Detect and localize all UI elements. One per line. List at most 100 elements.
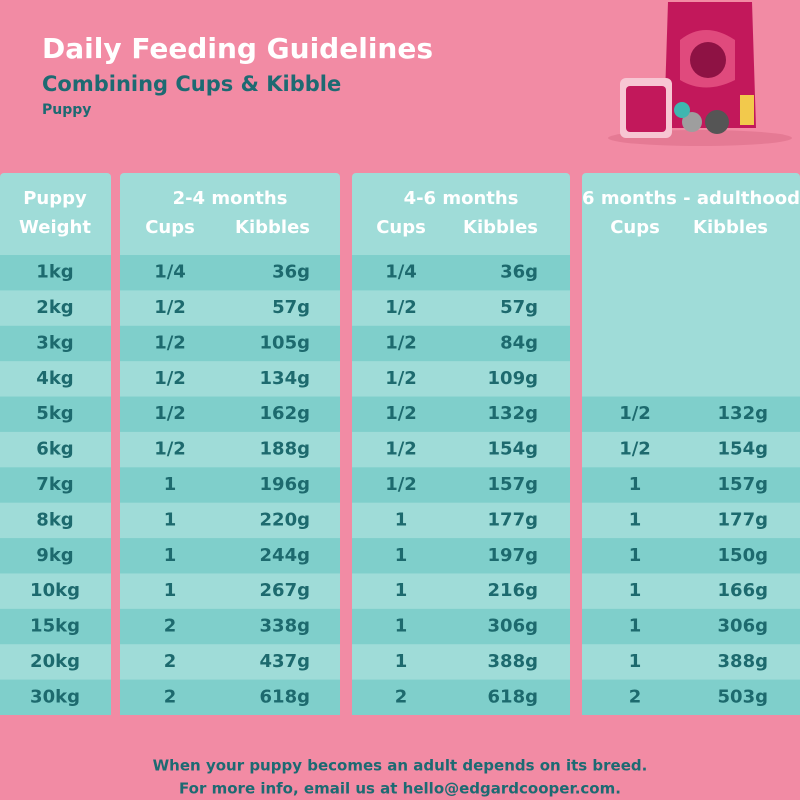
- cups-cell: 1: [395, 616, 408, 637]
- weight-cell: 4kg: [36, 368, 73, 389]
- cups-cell: 1: [629, 545, 642, 566]
- kibbles-cell: 157g: [718, 474, 768, 495]
- row-stripe: [0, 255, 111, 291]
- kibbles-cell: 338g: [260, 616, 310, 637]
- kibbles-cell: 36g: [272, 262, 310, 283]
- cups-cell: 1/4: [385, 262, 417, 283]
- cups-cell: 1: [164, 474, 177, 495]
- kibbles-cell: 166g: [718, 580, 768, 601]
- weight-cell: 30kg: [30, 686, 80, 707]
- row-stripe: [352, 467, 570, 503]
- kibbles-cell: 162g: [260, 403, 310, 424]
- row-stripe: [120, 679, 340, 715]
- row-stripe: [0, 325, 111, 362]
- footer-line: When your puppy becomes an adult depends…: [153, 757, 648, 775]
- row-stripe: [0, 538, 111, 574]
- kibbles-cell: 36g: [500, 262, 538, 283]
- kibbles-cell: 196g: [260, 474, 310, 495]
- weight-cell: 6kg: [36, 439, 73, 460]
- group-header: 4-6 months: [404, 188, 519, 209]
- kibbles-cell: 306g: [488, 616, 538, 637]
- cups-cell: 2: [164, 651, 177, 672]
- cups-cell: 1/2: [385, 439, 417, 460]
- cups-cell: 1/2: [619, 403, 651, 424]
- kibbles-cell: 132g: [718, 403, 768, 424]
- kibbles-cell: 216g: [488, 580, 538, 601]
- cups-cell: 1: [629, 580, 642, 601]
- cups-cell: 1/2: [385, 474, 417, 495]
- cups-cell: 1: [164, 509, 177, 530]
- row-stripe: [352, 538, 570, 574]
- title: Daily Feeding Guidelines: [42, 32, 433, 65]
- kibbles-cell: 177g: [718, 509, 768, 530]
- weight-cell: 8kg: [36, 509, 73, 530]
- cups-cell: 1: [164, 580, 177, 601]
- row-stripe: [582, 608, 800, 645]
- cups-cell: 1: [395, 545, 408, 566]
- row-stripe: [0, 467, 111, 503]
- cups-cell: 1: [164, 545, 177, 566]
- kibbles-cell: 437g: [260, 651, 310, 672]
- weight-cell: 10kg: [30, 580, 80, 601]
- cups-cell: 1/2: [154, 403, 186, 424]
- kibbles-cell: 157g: [488, 474, 538, 495]
- cups-cell: 1/2: [385, 368, 417, 389]
- kibbles-cell: 154g: [488, 439, 538, 460]
- kibbles-cell: 197g: [488, 545, 538, 566]
- row-stripe: [120, 538, 340, 574]
- column-header: Puppy: [23, 188, 87, 209]
- weight-cell: 9kg: [36, 545, 73, 566]
- kibbles-cell: 244g: [260, 545, 310, 566]
- kibbles-cell: 132g: [488, 403, 538, 424]
- kibbles-cell: 618g: [260, 686, 310, 707]
- weight-cell: 15kg: [30, 616, 80, 637]
- kibbles-cell: 57g: [272, 297, 310, 318]
- column-header: Weight: [19, 217, 91, 238]
- column-header: Cups: [610, 217, 660, 238]
- cups-cell: 1: [629, 509, 642, 530]
- group-header: 6 months - adulthood: [582, 188, 800, 209]
- panel: [352, 173, 570, 715]
- column-header: Cups: [376, 217, 426, 238]
- row-stripe: [352, 396, 570, 432]
- product-image: [608, 2, 792, 146]
- cups-cell: 1/2: [154, 332, 186, 353]
- cups-cell: 1: [629, 616, 642, 637]
- cups-cell: 1: [395, 651, 408, 672]
- row-stripe: [352, 325, 570, 362]
- column-header: Cups: [145, 217, 195, 238]
- cups-cell: 2: [164, 616, 177, 637]
- column-header: Kibbles: [693, 217, 768, 238]
- group-header: 2-4 months: [173, 188, 288, 209]
- row-stripe: [582, 679, 800, 715]
- cups-cell: 1/2: [385, 297, 417, 318]
- row-stripe: [352, 255, 570, 291]
- row-stripe: [120, 396, 340, 432]
- kibbles-cell: 150g: [718, 545, 768, 566]
- row-stripe: [120, 325, 340, 362]
- panel: [0, 173, 111, 715]
- row-stripe: [120, 255, 340, 291]
- row-stripe: [120, 608, 340, 645]
- cups-cell: 1: [395, 509, 408, 530]
- kibbles-cell: 618g: [488, 686, 538, 707]
- cups-cell: 1/2: [385, 332, 417, 353]
- row-stripe: [582, 467, 800, 503]
- row-stripe: [582, 396, 800, 432]
- panel: [120, 173, 340, 715]
- category: Puppy: [42, 102, 91, 118]
- column-header: Kibbles: [235, 217, 310, 238]
- footer-line: For more info, email us at hello@edgardc…: [179, 780, 621, 798]
- column-header: Kibbles: [463, 217, 538, 238]
- subtitle: Combining Cups & Kibble: [42, 72, 341, 96]
- kibbles-cell: 134g: [260, 368, 310, 389]
- cups-cell: 1/2: [385, 403, 417, 424]
- cups-cell: 1/4: [154, 262, 186, 283]
- row-stripe: [0, 679, 111, 715]
- cups-cell: 1/2: [619, 439, 651, 460]
- kibbles-cell: 154g: [718, 439, 768, 460]
- kibbles-cell: 105g: [260, 332, 310, 353]
- row-stripe: [0, 608, 111, 645]
- weight-cell: 1kg: [36, 262, 73, 283]
